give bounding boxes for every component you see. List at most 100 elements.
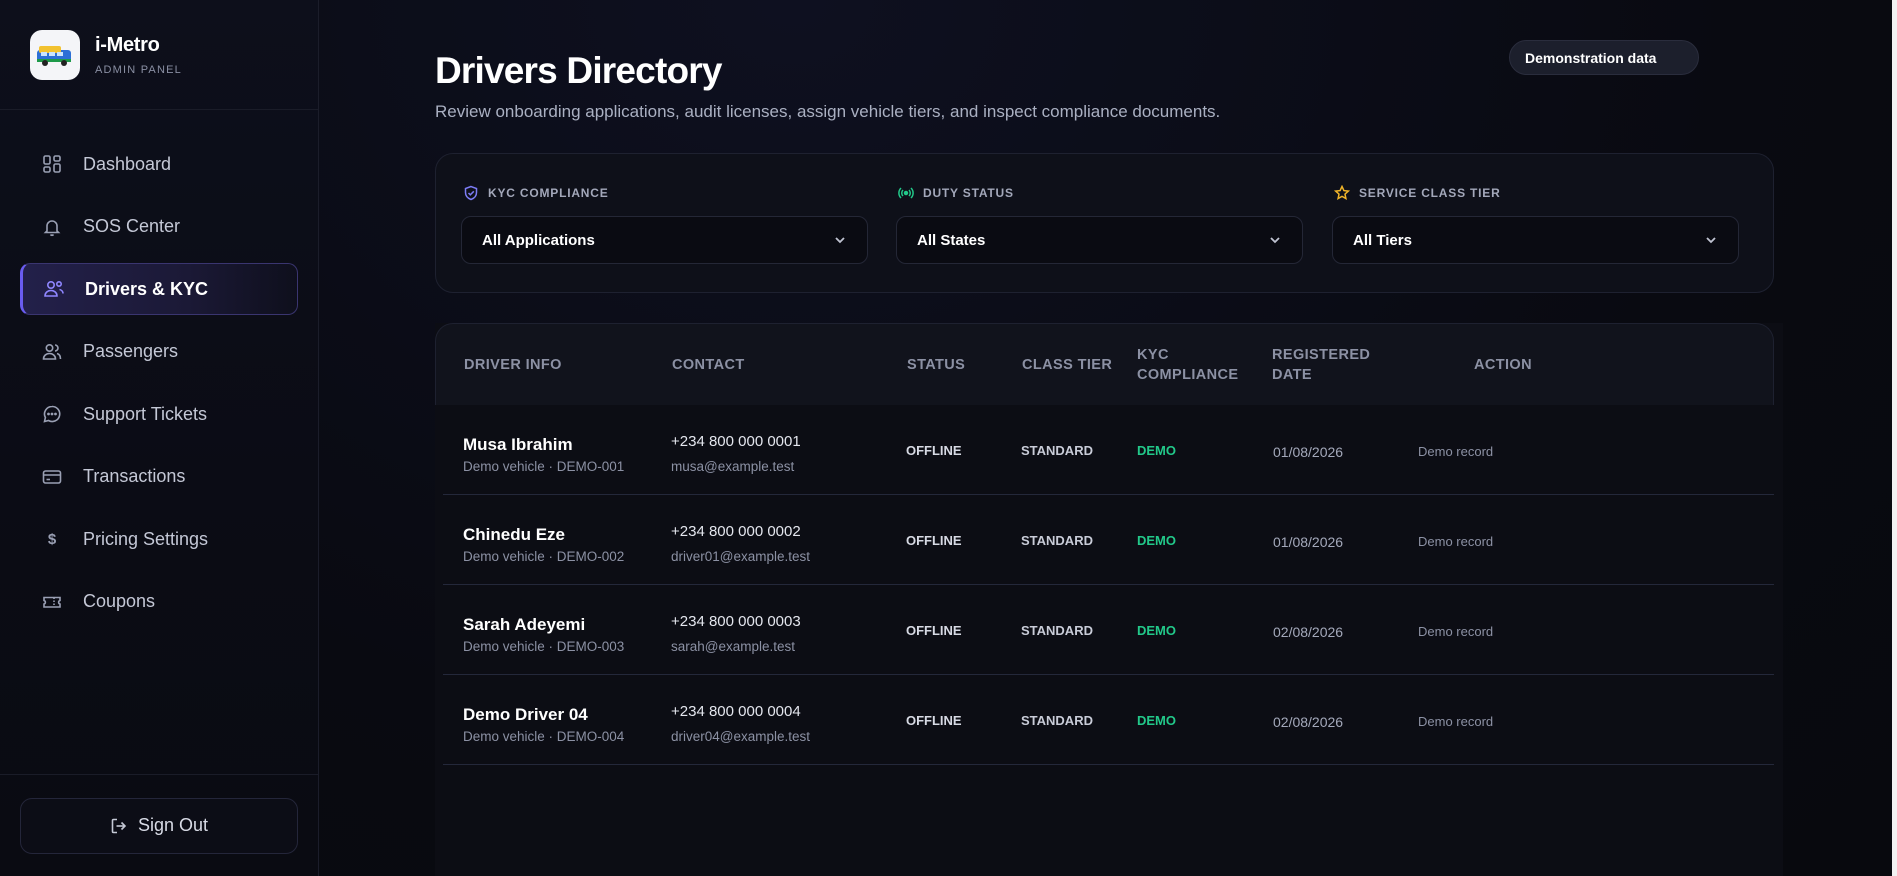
action-text: Demo record	[1418, 624, 1494, 639]
registered-date: 02/08/2026	[1273, 714, 1344, 730]
column-header-status[interactable]: STATUS	[907, 357, 966, 373]
sidebar-item-coupons[interactable]: Coupons	[20, 576, 298, 628]
filters-panel: KYC COMPLIANCE All Applications DUTY STA…	[435, 153, 1774, 293]
sidebar-item-pricing-settings[interactable]: $ Pricing Settings	[20, 513, 298, 565]
service-class-tier-select[interactable]: All Tiers	[1332, 216, 1739, 264]
sidebar-item-label: Coupons	[83, 591, 156, 611]
driver-name: Sarah Adeyemi	[463, 615, 586, 634]
column-header-registered-date[interactable]: REGISTERED DATE	[1272, 345, 1370, 385]
column-header-line: DATE	[1272, 367, 1312, 383]
dollar-icon: $	[47, 530, 57, 548]
column-header-class-tier[interactable]: CLASS TIER	[1022, 357, 1113, 373]
table-row[interactable]: Chinedu Eze Demo vehicle · DEMO-002 +234…	[443, 495, 1774, 585]
sidebar-item-drivers-kyc[interactable]: Drivers & KYC	[20, 263, 298, 315]
sidebar-item-label: Passengers	[83, 341, 179, 361]
registered-date: 01/08/2026	[1273, 534, 1344, 550]
filter-label: DUTY STATUS	[896, 184, 1303, 202]
brand-logo-icon[interactable]	[30, 29, 80, 80]
card-icon	[41, 466, 63, 488]
grid-icon	[41, 153, 63, 175]
sidebar: i-Metro ADMIN PANEL Dashboard SOS Center	[0, 0, 319, 876]
action-text: Demo record	[1418, 444, 1494, 459]
chat-icon	[41, 403, 63, 425]
sidebar-item-passengers[interactable]: Passengers	[20, 326, 298, 378]
brand-subtitle: ADMIN PANEL	[95, 63, 182, 76]
table-body: Musa Ibrahim Demo vehicle · DEMO-001 +23…	[443, 405, 1774, 765]
select-value: All Applications	[482, 231, 595, 249]
select-value: All States	[917, 231, 986, 249]
filter-label: KYC COMPLIANCE	[461, 184, 868, 202]
tier-badge: STANDARD	[1021, 623, 1093, 638]
filter-duty-status: DUTY STATUS All States	[896, 184, 1303, 264]
sign-out-button[interactable]: Sign Out	[20, 797, 298, 854]
sidebar-nav: Dashboard SOS Center Drivers & KYC Passe…	[0, 110, 318, 628]
column-header-contact[interactable]: CONTACT	[672, 357, 745, 373]
column-header-driver-info[interactable]: DRIVER INFO	[464, 357, 562, 373]
sidebar-item-label: SOS Center	[83, 216, 181, 236]
driver-email: driver04@example.test	[671, 729, 811, 744]
page-scrollbar[interactable]	[1892, 0, 1897, 876]
driver-vehicle: Demo vehicle · DEMO-003	[463, 639, 625, 654]
driver-email: driver01@example.test	[671, 549, 811, 564]
tier-badge: STANDARD	[1021, 533, 1093, 548]
table-row[interactable]: Demo Driver 04 Demo vehicle · DEMO-004 +…	[443, 675, 1774, 765]
brand-text: i-Metro ADMIN PANEL	[95, 34, 182, 76]
driver-email: sarah@example.test	[671, 639, 796, 654]
table-row[interactable]: Sarah Adeyemi Demo vehicle · DEMO-003 +2…	[443, 585, 1774, 675]
sidebar-item-label: Drivers & KYC	[85, 278, 209, 299]
registered-date: 01/08/2026	[1273, 444, 1344, 460]
duty-status-select[interactable]: All States	[896, 216, 1303, 264]
table-row[interactable]: Musa Ibrahim Demo vehicle · DEMO-001 +23…	[443, 405, 1774, 495]
column-header-line: COMPLIANCE	[1137, 367, 1239, 383]
sign-out-label: Sign Out	[137, 815, 209, 835]
bell-icon	[41, 216, 63, 238]
filter-label-text: KYC COMPLIANCE	[488, 186, 609, 200]
filter-label-text: DUTY STATUS	[923, 186, 1014, 200]
action-text: Demo record	[1418, 714, 1494, 729]
main-content: Drivers Directory Review onboarding appl…	[319, 0, 1897, 876]
action-text: Demo record	[1418, 534, 1494, 549]
sidebar-item-support-tickets[interactable]: Support Tickets	[20, 388, 298, 440]
sidebar-item-label: Transactions	[83, 466, 186, 486]
brand: i-Metro ADMIN PANEL	[0, 0, 318, 110]
filter-label: SERVICE CLASS TIER	[1332, 184, 1739, 202]
table-header: DRIVER INFO CONTACT STATUS CLASS TIER KY…	[435, 323, 1774, 405]
driver-vehicle: Demo vehicle · DEMO-001	[463, 459, 625, 474]
kyc-compliance-select[interactable]: All Applications	[461, 216, 868, 264]
users-gear-icon	[43, 278, 65, 300]
sidebar-item-label: Dashboard	[83, 153, 172, 174]
sidebar-item-dashboard[interactable]: Dashboard	[20, 138, 298, 190]
driver-name: Musa Ibrahim	[463, 435, 573, 454]
tier-badge: STANDARD	[1021, 713, 1093, 728]
status-badge: OFFLINE	[906, 443, 962, 458]
shield-check-icon	[463, 185, 479, 201]
demo-data-badge: Demonstration data	[1509, 40, 1699, 75]
broadcast-icon	[898, 185, 914, 201]
brand-name: i-Metro	[95, 33, 160, 56]
sidebar-item-transactions[interactable]: Transactions	[20, 451, 298, 503]
page-title: Drivers Directory	[435, 50, 722, 91]
kyc-badge: DEMO	[1137, 533, 1176, 548]
chevron-down-icon	[1704, 233, 1718, 247]
driver-name: Chinedu Eze	[463, 525, 566, 544]
status-badge: OFFLINE	[906, 533, 962, 548]
registered-date: 02/08/2026	[1273, 624, 1344, 640]
kyc-badge: DEMO	[1137, 623, 1176, 638]
driver-phone: +234 800 000 0002	[671, 523, 801, 540]
page-subtitle: Review onboarding applications, audit li…	[435, 102, 1221, 121]
column-header-kyc-compliance[interactable]: KYC COMPLIANCE	[1137, 345, 1238, 385]
driver-email: musa@example.test	[671, 459, 795, 474]
kyc-badge: DEMO	[1137, 443, 1176, 458]
chevron-down-icon	[833, 233, 847, 247]
sidebar-item-sos-center[interactable]: SOS Center	[20, 201, 298, 253]
driver-name: Demo Driver 04	[463, 705, 588, 724]
users-icon	[41, 341, 63, 363]
column-header-action: ACTION	[1474, 357, 1532, 373]
filter-service-class-tier: SERVICE CLASS TIER All Tiers	[1332, 184, 1739, 264]
chevron-down-icon	[1268, 233, 1282, 247]
driver-vehicle: Demo vehicle · DEMO-002	[463, 549, 625, 564]
driver-vehicle: Demo vehicle · DEMO-004	[463, 729, 625, 744]
select-value: All Tiers	[1353, 231, 1412, 249]
driver-phone: +234 800 000 0003	[671, 613, 801, 630]
